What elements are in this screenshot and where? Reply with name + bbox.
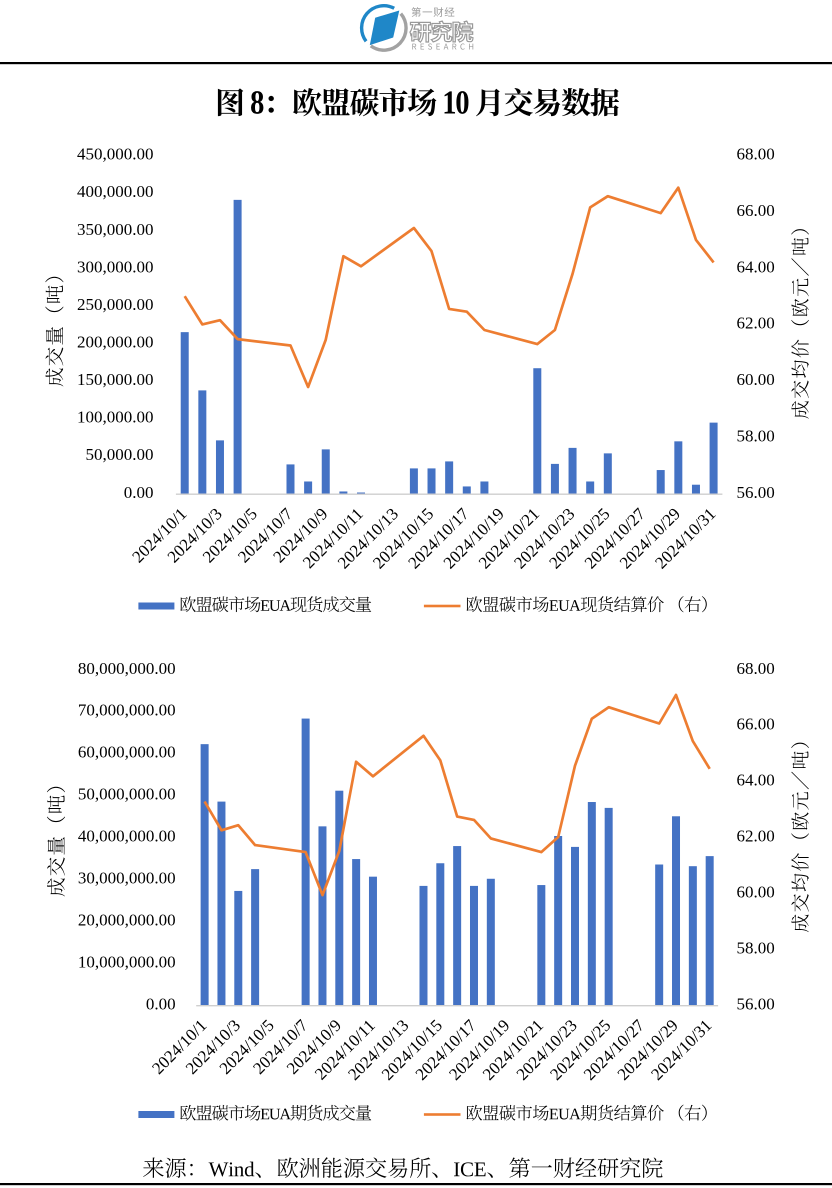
svg-text:80,000,000.00: 80,000,000.00 [78, 659, 176, 678]
svg-text:62.00: 62.00 [737, 827, 775, 846]
svg-text:30,000,000.00: 30,000,000.00 [78, 869, 176, 888]
svg-text:60.00: 60.00 [737, 370, 775, 389]
svg-text:66.00: 66.00 [737, 201, 775, 220]
svg-text:60,000,000.00: 60,000,000.00 [78, 743, 176, 762]
svg-text:66.00: 66.00 [737, 715, 775, 734]
svg-text:20,000,000.00: 20,000,000.00 [78, 910, 176, 929]
svg-text:450,000.00: 450,000.00 [77, 145, 154, 164]
svg-text:350,000.00: 350,000.00 [77, 220, 154, 239]
svg-text:50,000.00: 50,000.00 [86, 445, 154, 464]
svg-text:56.00: 56.00 [737, 994, 775, 1013]
svg-text:40,000,000.00: 40,000,000.00 [78, 827, 176, 846]
svg-text:10,000,000.00: 10,000,000.00 [78, 952, 176, 971]
svg-text:62.00: 62.00 [737, 314, 775, 333]
svg-text:0.00: 0.00 [146, 994, 176, 1013]
svg-text:200,000.00: 200,000.00 [77, 333, 154, 352]
svg-text:100,000.00: 100,000.00 [77, 408, 154, 427]
svg-text:400,000.00: 400,000.00 [77, 182, 154, 201]
svg-text:58.00: 58.00 [737, 426, 775, 445]
svg-text:64.00: 64.00 [737, 257, 775, 276]
svg-text:56.00: 56.00 [737, 483, 775, 502]
svg-text:58.00: 58.00 [737, 938, 775, 957]
svg-text:150,000.00: 150,000.00 [77, 370, 154, 389]
svg-text:50,000,000.00: 50,000,000.00 [78, 785, 176, 804]
svg-text:70,000,000.00: 70,000,000.00 [78, 701, 176, 720]
svg-text:68.00: 68.00 [737, 145, 775, 164]
svg-text:250,000.00: 250,000.00 [77, 295, 154, 314]
svg-text:60.00: 60.00 [737, 883, 775, 902]
svg-text:64.00: 64.00 [737, 771, 775, 790]
svg-text:0.00: 0.00 [124, 483, 154, 502]
svg-text:300,000.00: 300,000.00 [77, 257, 154, 276]
svg-text:68.00: 68.00 [737, 659, 775, 678]
